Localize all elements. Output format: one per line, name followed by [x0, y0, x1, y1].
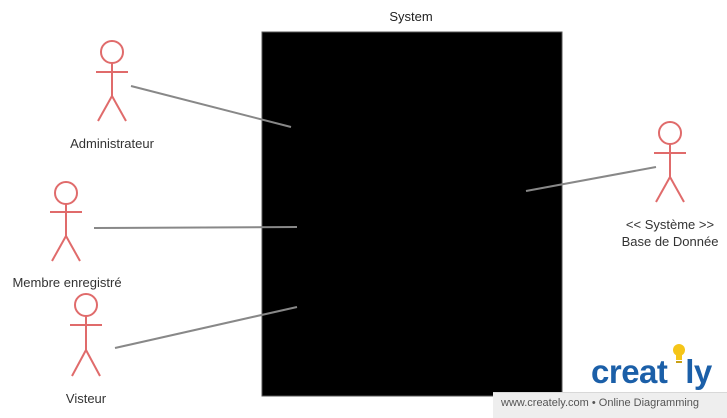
system-boundary[interactable] — [261, 31, 563, 397]
actor-systeme-base-de-donnee[interactable] — [654, 121, 686, 203]
logo-prefix: creat — [591, 353, 668, 390]
footer-text[interactable]: www.creately.com • Online Diagramming — [501, 397, 700, 409]
actor-label-membre: Membre enregistré — [12, 275, 122, 290]
footer-bar: www.creately.com • Online Diagramming — [493, 392, 727, 418]
association-administrateur[interactable] — [130, 85, 292, 128]
association-visiteur[interactable] — [114, 306, 298, 349]
actor-administrateur[interactable] — [96, 40, 128, 122]
lightbulb-icon — [673, 344, 685, 363]
actor-visteur[interactable] — [70, 293, 102, 377]
actor-membre-enregistre[interactable] — [50, 181, 82, 262]
actor-label-systeme-stereotype: << Système >> — [625, 217, 715, 232]
association-systeme[interactable] — [525, 166, 657, 192]
creately-logo: creately — [591, 353, 712, 391]
association-membre[interactable] — [93, 226, 298, 229]
logo-suffix: ly — [685, 353, 712, 390]
system-title: System — [389, 9, 433, 24]
actor-label-administrateur: Administrateur — [70, 136, 154, 151]
actor-label-systeme-name: Base de Donnée — [621, 234, 719, 249]
actor-label-visteur: Visteur — [65, 391, 107, 406]
